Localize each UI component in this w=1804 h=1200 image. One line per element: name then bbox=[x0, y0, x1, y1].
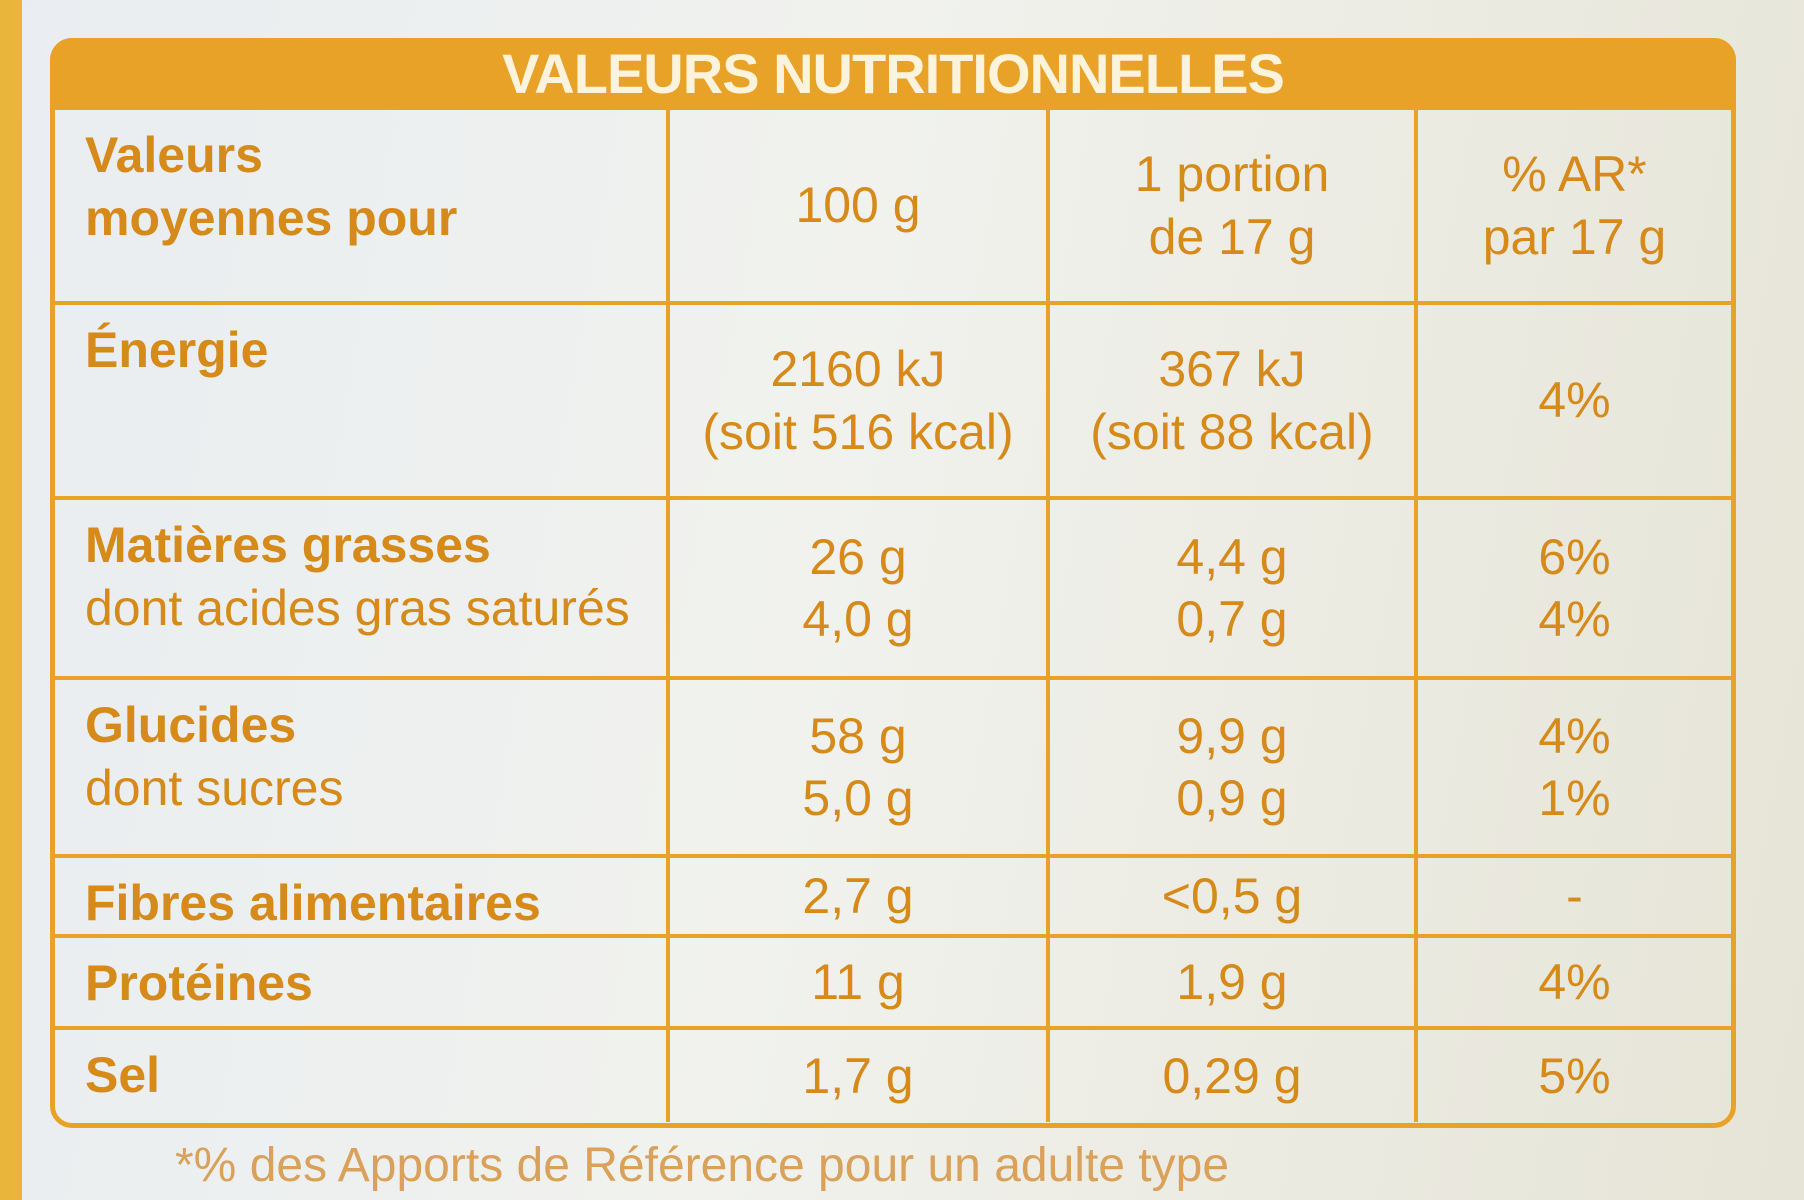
cell-line: 1,7 g bbox=[802, 1047, 914, 1104]
table-cell: <0,5 g bbox=[1050, 858, 1418, 938]
table-cell: 4,4 g 0,7 g bbox=[1050, 500, 1418, 680]
cell-line: 4,4 g bbox=[1176, 528, 1288, 585]
cell-line: 100 g bbox=[795, 177, 921, 234]
table-cell: 4% bbox=[1418, 305, 1731, 500]
cell-line: 6% bbox=[1538, 528, 1611, 585]
package-edge bbox=[0, 0, 22, 1200]
cell-line: 367 kJ bbox=[1158, 341, 1306, 397]
cell-line: Glucides bbox=[85, 697, 297, 753]
table-cell: 6% 4% bbox=[1418, 500, 1731, 680]
cell-line: 9,9 g bbox=[1176, 707, 1288, 764]
cell-line: Matières grasses bbox=[85, 517, 491, 573]
cell-line: 4% bbox=[1538, 707, 1611, 764]
table-cell: 1,9 g bbox=[1050, 938, 1418, 1030]
cell-line: Fibres alimentaires bbox=[85, 875, 541, 931]
cell-line: - bbox=[1566, 867, 1583, 924]
table-cell: 367 kJ (soit 88 kcal) bbox=[1050, 305, 1418, 500]
table-cell: Fibres alimentaires bbox=[55, 858, 670, 938]
cell-line: 58 g bbox=[809, 707, 907, 764]
cell-line: 1 portion bbox=[1134, 146, 1330, 202]
cell-line: 5% bbox=[1538, 1047, 1611, 1104]
cell-line: Protéines bbox=[85, 955, 313, 1011]
table-cell: Protéines bbox=[55, 938, 670, 1030]
cell-line: <0,5 g bbox=[1161, 867, 1303, 924]
cell-line: par 17 g bbox=[1482, 208, 1667, 265]
table-cell: % AR* par 17 g bbox=[1418, 110, 1731, 305]
cell-line: 26 g bbox=[809, 528, 907, 585]
cell-line: 0,9 g bbox=[1176, 770, 1288, 826]
table-cell: 5% bbox=[1418, 1030, 1731, 1122]
cell-line: 4% bbox=[1538, 591, 1611, 647]
cell-line: 0,7 g bbox=[1176, 591, 1288, 647]
table-cell: Matières grasses dont acides gras saturés bbox=[55, 500, 670, 680]
table-cell: Glucides dont sucres bbox=[55, 680, 670, 858]
cell-line: dont sucres bbox=[85, 759, 344, 816]
table-cell: 1 portion de 17 g bbox=[1050, 110, 1418, 305]
nutrition-table: Valeurs moyennes pour 100 g 1 portion de 17 … bbox=[55, 110, 1731, 1122]
cell-line: 2,7 g bbox=[802, 867, 914, 924]
cell-line: 0,29 g bbox=[1162, 1047, 1302, 1104]
cell-line: 1,9 g bbox=[1176, 953, 1288, 1010]
table-cell: 11 g bbox=[670, 938, 1050, 1030]
cell-line: 2160 kJ bbox=[770, 341, 946, 397]
table-cell: 4% 1% bbox=[1418, 680, 1731, 858]
table-cell: Sel bbox=[55, 1030, 670, 1122]
table-cell: 0,29 g bbox=[1050, 1030, 1418, 1122]
cell-line: % AR* bbox=[1502, 146, 1647, 202]
cell-line: 11 g bbox=[811, 953, 905, 1010]
cell-line: (soit 88 kcal) bbox=[1090, 403, 1374, 460]
cell-line: moyennes pour bbox=[85, 189, 458, 246]
table-cell: 2,7 g bbox=[670, 858, 1050, 938]
table-cell: 9,9 g 0,9 g bbox=[1050, 680, 1418, 858]
cell-line: 5,0 g bbox=[802, 770, 914, 826]
table-cell: 4% bbox=[1418, 938, 1731, 1030]
label-title: VALEURS NUTRITIONNELLES bbox=[50, 38, 1736, 110]
cell-line: dont acides gras saturés bbox=[85, 579, 630, 636]
table-cell: 58 g 5,0 g bbox=[670, 680, 1050, 858]
cell-line: Sel bbox=[85, 1047, 161, 1103]
cell-line: 4% bbox=[1538, 953, 1611, 1010]
table-cell: Énergie bbox=[55, 305, 670, 500]
cell-line: Énergie bbox=[85, 322, 269, 378]
table-cell: 2160 kJ (soit 516 kcal) bbox=[670, 305, 1050, 500]
cell-line: de 17 g bbox=[1148, 208, 1316, 265]
footnote: *% des Apports de Référence pour un adul… bbox=[175, 1139, 1230, 1192]
cell-line: (soit 516 kcal) bbox=[702, 403, 1014, 460]
cell-line: 4% bbox=[1538, 372, 1611, 429]
cell-line: 1% bbox=[1538, 770, 1611, 826]
cell-line: Valeurs bbox=[85, 127, 263, 183]
table-cell: 26 g 4,0 g bbox=[670, 500, 1050, 680]
table-cell: - bbox=[1418, 858, 1731, 938]
table-cell: Valeurs moyennes pour bbox=[55, 110, 670, 305]
table-cell: 100 g bbox=[670, 110, 1050, 305]
table-cell: 1,7 g bbox=[670, 1030, 1050, 1122]
cell-line: 4,0 g bbox=[802, 591, 914, 647]
